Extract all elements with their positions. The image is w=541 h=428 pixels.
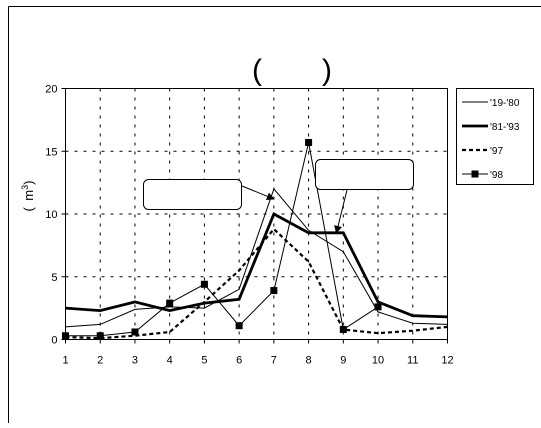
legend-marker [471,170,479,178]
x-tick-label: 6 [236,355,242,367]
callout-box [315,159,414,190]
legend-box [456,88,534,185]
legend-label: '97 [490,146,503,157]
series-line [65,212,448,319]
x-tick-label: 1 [62,355,68,367]
callout-arrow [334,189,348,234]
y-tick-label: 20 [45,84,57,96]
legend-item-3: '97 [462,146,503,157]
x-tick-label: 5 [201,355,207,367]
title-paren-open: ( [252,54,262,87]
callout-arrow [241,185,275,201]
data-point [96,332,104,340]
legend-label: '81-'93 [490,122,520,133]
annotations [143,159,414,234]
x-tick-label: 7 [271,355,277,367]
chart-title: ( ) [252,54,332,87]
x-tick-label: 3 [132,355,138,367]
series-3 [65,227,448,340]
y-tick-label: 15 [45,146,57,158]
legend-item-1: '19-'80 [462,98,520,109]
data-point [62,332,69,340]
x-tick-label: 12 [441,355,453,367]
data-point [270,287,278,295]
legend: '19-'80 '81-'93 '97 '98 [456,88,534,185]
x-tick-label: 10 [372,355,384,367]
data-point [131,328,139,336]
y-tick-label: 0 [51,335,57,347]
x-tick-label: 9 [340,355,346,367]
data-point [374,303,382,311]
series-line [65,227,448,340]
data-point [339,325,347,333]
series-1 [65,187,448,328]
series-line [65,187,448,328]
series-4 [62,138,382,340]
data-point [200,280,208,288]
legend-label: '19-'80 [490,98,520,109]
y-tick-label: 10 [45,209,57,221]
series-line [65,142,379,337]
x-tick-label: 11 [407,355,418,367]
y-tick-label: 5 [51,272,57,284]
legend-item-2: '81-'93 [462,122,520,133]
series-layer [62,138,448,340]
data-point [235,322,243,330]
x-tick-label: 8 [306,355,312,367]
x-tick-label: 2 [97,355,103,367]
y-axis-label: ( m3) [20,180,36,211]
legend-label: '98 [490,170,503,181]
callout-box [143,179,242,210]
title-paren-close: ) [322,54,332,87]
data-point [166,299,174,307]
callout-1 [143,179,275,210]
legend-item-4: '98 [462,170,503,181]
x-tick-label: 4 [167,355,173,367]
series-2 [65,212,448,319]
data-point [305,138,313,146]
callout-2 [315,159,414,234]
grid [65,88,448,340]
